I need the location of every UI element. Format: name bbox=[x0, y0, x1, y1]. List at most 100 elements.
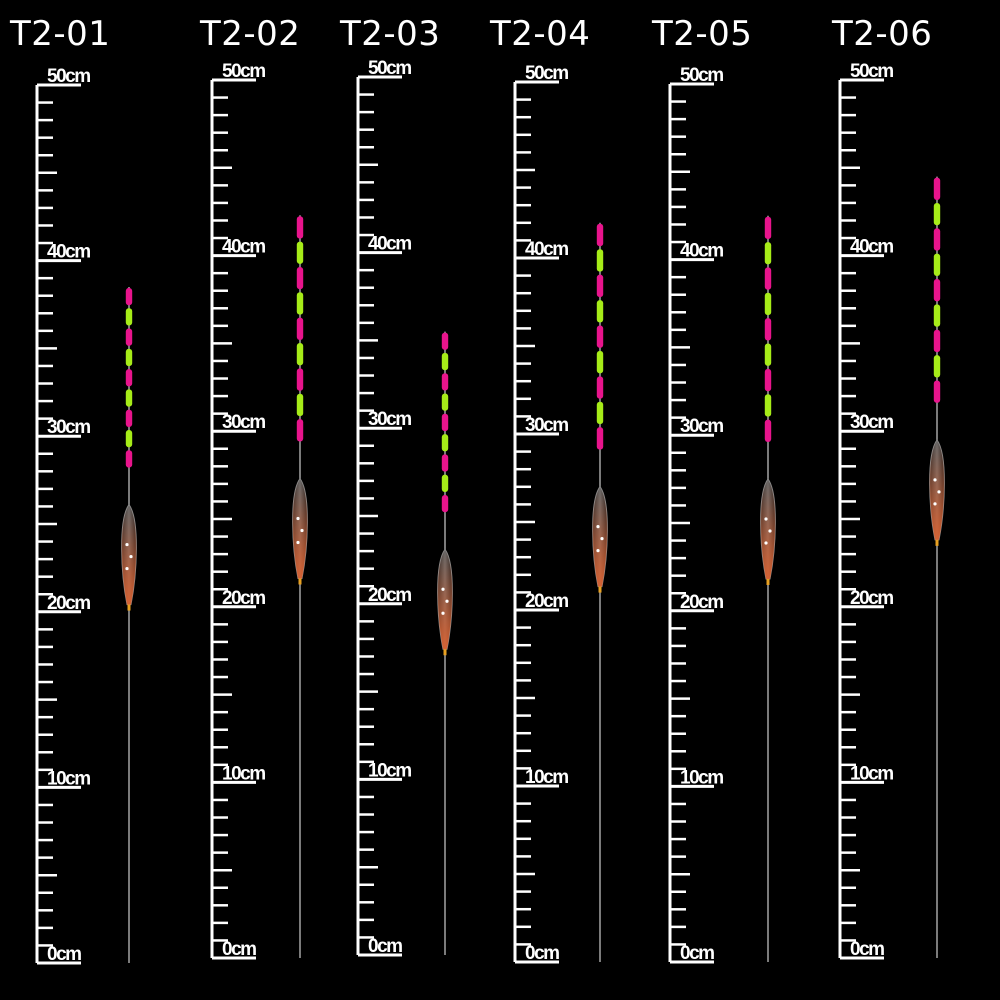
tip-segment-green bbox=[596, 401, 604, 425]
tip-segment-pink bbox=[596, 223, 604, 247]
float-body-glow bbox=[292, 478, 308, 579]
ruler-label: 20cm bbox=[222, 588, 265, 609]
tip-segment-pink bbox=[764, 267, 772, 290]
ruler-label: 10cm bbox=[222, 763, 265, 784]
tip-segment-pink bbox=[441, 332, 449, 350]
float-decor-dot bbox=[441, 587, 445, 591]
float-decor-dot bbox=[596, 549, 600, 553]
tip-segment-pink bbox=[764, 318, 772, 341]
float-body-glow bbox=[592, 486, 608, 587]
float-decor-dot bbox=[296, 516, 300, 521]
tip-segment-pink bbox=[296, 368, 304, 391]
panel-3: 50cm 40cm 30cm 20cm 10cm 0cm bbox=[356, 58, 453, 957]
float-decor-dot bbox=[300, 528, 304, 533]
ruler-label: 30cm bbox=[368, 409, 411, 430]
ruler-label: 40cm bbox=[850, 237, 893, 258]
float-decor-dot bbox=[768, 529, 772, 533]
ruler-label: 10cm bbox=[850, 763, 893, 784]
float-decor-dot bbox=[600, 537, 604, 541]
model-title-t2-05: T2-05 bbox=[652, 14, 753, 54]
float-decor-dot bbox=[445, 599, 449, 603]
float-decor-dot bbox=[125, 542, 129, 547]
ruler-label: 20cm bbox=[525, 591, 568, 612]
tip-segment-pink bbox=[764, 368, 772, 392]
float-body-glow bbox=[760, 478, 776, 579]
tip-segment-green bbox=[596, 350, 604, 374]
tip-segment-green bbox=[296, 393, 304, 417]
ruler-label: 10cm bbox=[47, 768, 90, 789]
tip-segment-pink bbox=[596, 376, 604, 399]
ruler-label: 40cm bbox=[47, 242, 90, 263]
tip-segment-pink bbox=[441, 454, 449, 472]
ruler-label: 20cm bbox=[368, 585, 411, 606]
panel-2: 50cm 40cm 30cm 20cm 10cm 0cm bbox=[210, 61, 308, 960]
tip-segment-pink bbox=[764, 216, 772, 240]
tip-segment-green bbox=[125, 389, 133, 407]
float-decor-dot bbox=[933, 478, 937, 482]
tip-segment-pink bbox=[933, 329, 941, 353]
ruler-label: 20cm bbox=[47, 593, 90, 614]
tip-segment-pink bbox=[296, 419, 304, 442]
float-decor-dot bbox=[933, 502, 937, 506]
tip-segment-pink bbox=[596, 427, 604, 450]
tip-segment-pink bbox=[933, 279, 941, 302]
ruler-label: 0cm bbox=[47, 944, 81, 965]
float-decor-dot bbox=[296, 540, 300, 545]
ruler-label: 40cm bbox=[525, 239, 568, 260]
float-decor-dot bbox=[764, 541, 768, 545]
tip-segment-pink bbox=[441, 373, 449, 391]
ruler-label: 10cm bbox=[368, 760, 411, 781]
tip-segment-pink bbox=[933, 177, 941, 200]
tip-segment-pink bbox=[441, 413, 449, 432]
ruler-label: 0cm bbox=[525, 943, 559, 964]
ruler-label: 50cm bbox=[222, 61, 265, 82]
tip-segment-pink bbox=[933, 380, 941, 403]
float-decor-dot bbox=[937, 490, 941, 494]
tip-segment-green bbox=[596, 249, 604, 272]
tip-segment-green bbox=[933, 253, 941, 277]
tip-segment-green bbox=[933, 304, 941, 327]
tip-segment-green bbox=[933, 202, 941, 226]
tip-segment-pink bbox=[764, 419, 772, 442]
tip-segment-pink bbox=[296, 317, 304, 341]
ruler-label: 30cm bbox=[525, 415, 568, 436]
tip-segment-pink bbox=[596, 325, 604, 348]
panel-5: 50cm 40cm 30cm 20cm 10cm 0cm bbox=[668, 65, 776, 964]
tip-segment-green bbox=[296, 241, 304, 264]
tip-segment-green bbox=[296, 343, 304, 366]
tip-segment-green bbox=[764, 343, 772, 366]
ruler-label: 30cm bbox=[47, 417, 90, 438]
tip-segment-green bbox=[441, 352, 449, 371]
model-title-t2-06: T2-06 bbox=[832, 14, 933, 54]
tip-segment-green bbox=[441, 434, 449, 452]
float-body-glow bbox=[121, 504, 137, 605]
float-body-glow bbox=[437, 549, 453, 650]
tip-segment-pink bbox=[596, 274, 604, 298]
ruler-label: 50cm bbox=[368, 58, 411, 79]
ruler-label: 0cm bbox=[222, 939, 256, 960]
float-decor-dot bbox=[596, 525, 600, 529]
ruler-label: 30cm bbox=[680, 416, 723, 437]
tip-segment-green bbox=[933, 355, 941, 378]
ruler-label: 50cm bbox=[850, 61, 893, 82]
float-body-glow bbox=[929, 439, 945, 540]
float-decor-dot bbox=[129, 554, 133, 559]
tip-segment-green bbox=[764, 242, 772, 265]
tip-segment-pink bbox=[125, 328, 133, 346]
panel-6: 50cm 40cm 30cm 20cm 10cm 0cm bbox=[838, 61, 945, 960]
model-title-t2-04: T2-04 bbox=[490, 14, 591, 54]
panel-1: 50cm 40cm 30cm 20cm 10cm 0cm bbox=[35, 66, 137, 965]
tip-segment-green bbox=[764, 394, 772, 417]
ruler-label: 30cm bbox=[850, 412, 893, 433]
tip-segment-green bbox=[596, 300, 604, 323]
tip-segment-pink bbox=[441, 494, 449, 513]
tip-segment-pink bbox=[296, 216, 304, 239]
ruler-label: 0cm bbox=[368, 936, 402, 957]
tip-segment-green bbox=[441, 393, 449, 411]
ruler-label: 40cm bbox=[680, 241, 723, 262]
model-title-t2-02: T2-02 bbox=[200, 14, 301, 54]
ruler-label: 40cm bbox=[368, 234, 411, 255]
tip-segment-pink bbox=[296, 266, 304, 290]
model-title-t2-03: T2-03 bbox=[340, 14, 441, 54]
